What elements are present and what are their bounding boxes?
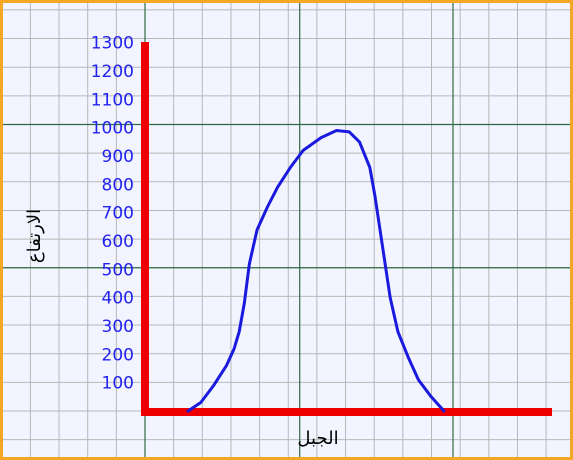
- y-axis-label: الارتفاع: [24, 209, 45, 263]
- y-tick-label: 600: [102, 232, 134, 252]
- x-axis-label: الجبل: [297, 428, 338, 449]
- y-tick-label: 400: [102, 289, 134, 309]
- plot-background: [3, 3, 570, 457]
- y-tick-label: 800: [102, 175, 134, 195]
- grid: [3, 3, 570, 457]
- y-tick-label: 100: [102, 374, 134, 394]
- y-tick-label: 1000: [91, 119, 134, 139]
- y-tick-label: 700: [102, 204, 134, 224]
- y-tick-label: 500: [102, 260, 134, 280]
- mountain-curve-line: [186, 129, 446, 413]
- y-tick-label: 1300: [91, 34, 134, 54]
- y-tick-label: 1100: [91, 90, 134, 110]
- axes: [141, 42, 552, 416]
- y-tick-label: 900: [102, 147, 134, 167]
- y-tick-label: 200: [102, 345, 134, 365]
- y-tick-labels: 100 200 300 400 500 600 700 800 900 1000 1100 1200 1…: [91, 34, 134, 394]
- y-tick-label: 300: [102, 317, 134, 337]
- y-tick-label: 1200: [91, 62, 134, 82]
